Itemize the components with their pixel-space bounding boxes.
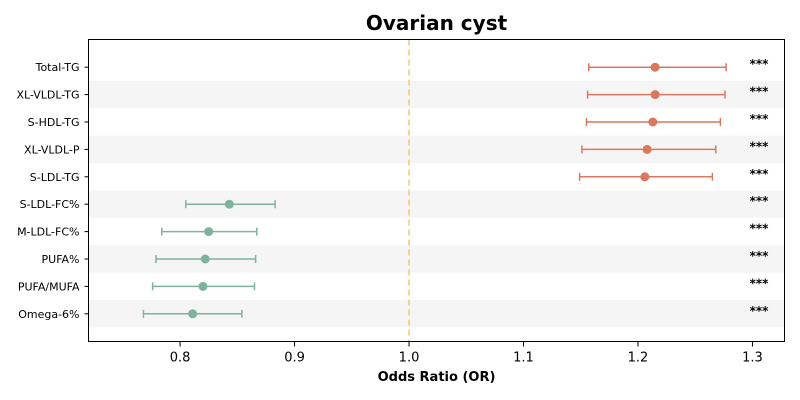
significance-label: ***: [750, 304, 770, 318]
data-marks: [142, 62, 727, 319]
significance-label: ***: [750, 112, 770, 126]
x-tick-label: 0.8: [170, 351, 191, 366]
or-point: [224, 199, 234, 209]
or-point: [650, 90, 660, 100]
chart-title: Ovarian cyst: [366, 11, 508, 35]
significance-label: ***: [750, 85, 770, 99]
plot-frame: [88, 39, 785, 342]
or-point: [200, 254, 210, 264]
forest-row-3: [581, 144, 717, 154]
y-tick-label: S-LDL-FC%: [20, 198, 80, 211]
x-axis-label: Odds Ratio (OR): [378, 370, 496, 385]
or-point: [198, 281, 208, 291]
y-tick-label: XL-VLDL-P: [24, 143, 80, 156]
forest-row-9: [142, 309, 243, 319]
or-point: [640, 172, 650, 182]
forest-row-0: [588, 62, 727, 72]
forest-row-2: [585, 117, 722, 127]
significance-label: ***: [750, 57, 770, 71]
x-axis: 0.8 0.9 1.0 1.1 1.2 1.3: [170, 341, 763, 366]
significance-label: ***: [750, 167, 770, 181]
forest-row-6: [161, 227, 258, 237]
forest-row-5: [185, 199, 276, 209]
forest-row-1: [586, 90, 726, 100]
or-point: [204, 227, 214, 237]
significance-label: ***: [750, 249, 770, 263]
y-tick-labels: Total-TG XL-VLDL-TG S-HDL-TG XL-VLDL-P S-LDL…: [16, 61, 89, 321]
y-tick-label: Total-TG: [35, 61, 80, 74]
significance-label: ***: [750, 222, 770, 236]
significance-labels: *** *** *** *** *** *** *** *** *** ***: [750, 57, 770, 318]
y-tick-label: PUFA/MUFA: [18, 280, 80, 293]
or-point: [642, 144, 652, 154]
x-tick-label: 1.3: [742, 351, 763, 366]
x-tick-label: 0.9: [284, 351, 305, 366]
y-tick-label: S-LDL-TG: [30, 171, 80, 184]
significance-label: ***: [750, 276, 770, 290]
x-tick-label: 1.2: [628, 351, 649, 366]
or-point: [188, 309, 198, 319]
y-tick-label: PUFA%: [42, 253, 80, 266]
x-tick-label: 1.1: [513, 351, 534, 366]
forest-row-4: [578, 172, 714, 182]
or-point: [648, 117, 658, 127]
y-tick-label: M-LDL-FC%: [17, 226, 79, 239]
y-tick-label: Omega-6%: [18, 308, 79, 321]
or-point: [650, 62, 660, 72]
forest-row-7: [155, 254, 257, 264]
y-tick-label: XL-VLDL-TG: [16, 89, 79, 102]
significance-label: ***: [750, 194, 770, 208]
y-tick-label: S-HDL-TG: [28, 116, 80, 129]
x-tick-label: 1.0: [399, 351, 420, 366]
forest-row-8: [151, 281, 256, 291]
significance-label: ***: [750, 139, 770, 153]
